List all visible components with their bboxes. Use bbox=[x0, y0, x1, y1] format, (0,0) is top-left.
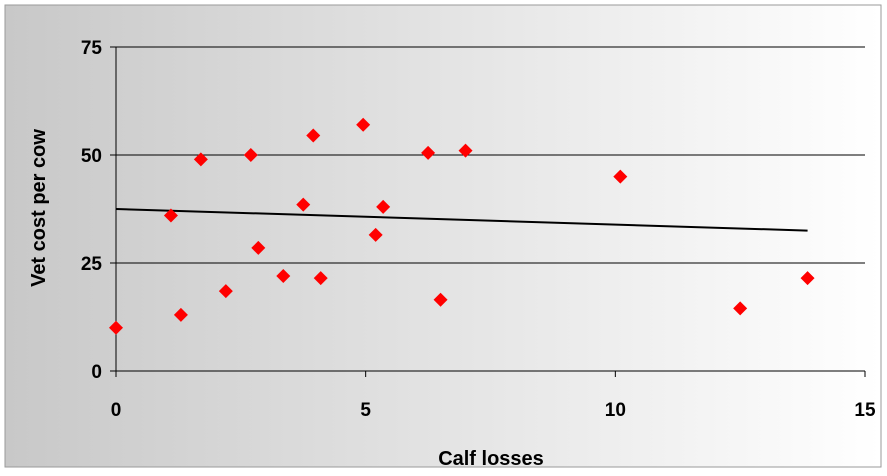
data-point bbox=[276, 268, 291, 283]
data-point bbox=[251, 240, 266, 255]
chart-background bbox=[4, 4, 882, 468]
data-point bbox=[733, 301, 748, 316]
x-tick-label: 10 bbox=[605, 400, 626, 421]
data-point bbox=[296, 197, 311, 212]
data-point bbox=[421, 145, 436, 160]
data-point bbox=[313, 271, 328, 286]
trendline-group bbox=[115, 208, 808, 232]
y-axis-label: Vet cost per cow bbox=[28, 129, 50, 287]
data-point bbox=[458, 143, 473, 158]
data-point bbox=[243, 148, 258, 162]
trendline bbox=[115, 208, 808, 232]
y-tick-label: 75 bbox=[81, 38, 103, 59]
gridlines bbox=[116, 46, 865, 264]
data-point bbox=[356, 117, 371, 132]
data-point bbox=[163, 208, 178, 223]
y-tick-label: 50 bbox=[81, 146, 102, 167]
data-point bbox=[613, 169, 628, 184]
data-points bbox=[109, 117, 815, 335]
data-point bbox=[306, 128, 321, 143]
y-tick-label: 0 bbox=[91, 362, 102, 383]
data-point bbox=[376, 199, 391, 214]
data-point bbox=[193, 152, 208, 167]
data-point bbox=[368, 227, 383, 242]
x-tick-label: 15 bbox=[854, 400, 876, 421]
data-point bbox=[218, 284, 233, 299]
x-axis-label: Calf losses bbox=[438, 448, 544, 470]
data-point bbox=[800, 271, 815, 286]
x-tick-label: 0 bbox=[111, 400, 122, 421]
data-point bbox=[109, 320, 123, 335]
data-point bbox=[173, 307, 188, 322]
tick-labels: 0 25 50 75 0 5 10 15 bbox=[81, 38, 876, 421]
data-point bbox=[433, 292, 448, 307]
x-tick-label: 5 bbox=[360, 400, 371, 421]
y-tick-label: 25 bbox=[81, 254, 103, 275]
